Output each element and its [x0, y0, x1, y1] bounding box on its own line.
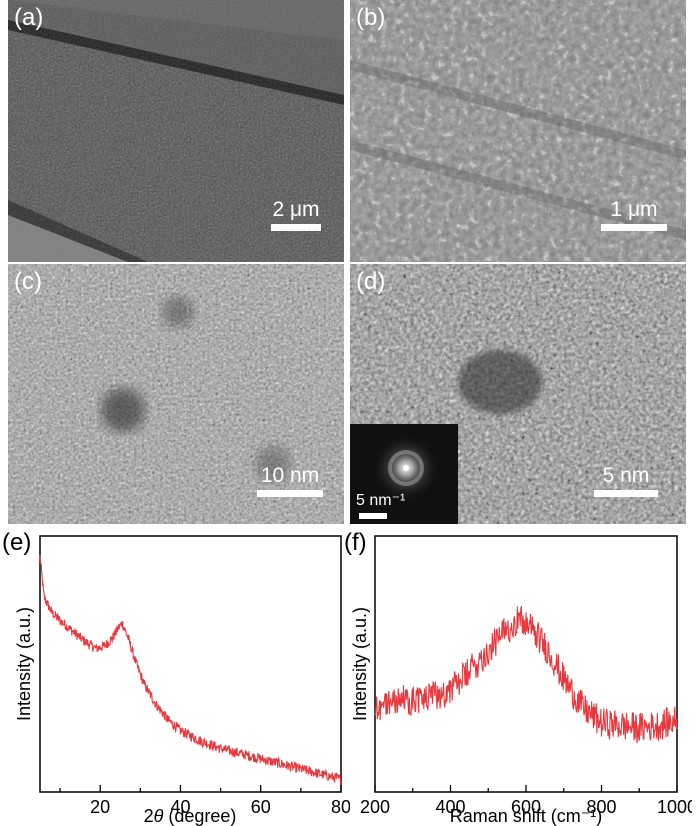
panel-a-sem-image: (a) 2 μm	[8, 0, 344, 262]
xrd-chart: (e) 20 40 60 80 Intensity (a.u.) 2θ (degree…	[2, 529, 350, 826]
fft-scale-text: 5 nm⁻¹	[356, 492, 406, 509]
raman-x-ticks: 200 400 600 800 1000	[360, 785, 692, 817]
raman-x-tick-label: 1000	[657, 797, 692, 817]
xrd-x-axis-label: 2θ (degree)	[144, 806, 237, 826]
xrd-plot-frame	[39, 535, 342, 793]
panel-e-label: (e)	[2, 529, 31, 556]
panel-f-label: (f)	[344, 529, 367, 556]
xrd-x-tick-label: 20	[90, 797, 110, 817]
panel-d-scale-bar: 5 nm	[586, 464, 666, 497]
raman-x-tick-label: 400	[435, 797, 465, 817]
raman-x-tick-label: 800	[586, 797, 616, 817]
panel-b-scale-bar: 1 μm	[596, 198, 672, 231]
xrd-y-axis-label: Intensity (a.u.)	[14, 607, 34, 721]
sem-texture-b	[350, 0, 686, 262]
panel-b-scale-text: 1 μm	[610, 198, 658, 221]
fft-scale-bar	[359, 513, 387, 519]
raman-x-tick-label: 600	[511, 797, 541, 817]
xrd-x-ticks: 20 40 60 80	[59, 785, 350, 817]
raman-line-path	[374, 605, 678, 743]
panel-b-sem-image: (b) 1 μm	[350, 0, 686, 262]
xrd-x-tick-label: 60	[251, 797, 271, 817]
panel-a-label: (a)	[14, 4, 44, 31]
xrd-series-line	[39, 554, 342, 785]
panel-c-scale-text: 10 nm	[260, 464, 320, 487]
panel-c-scale-bar: 10 nm	[248, 464, 332, 497]
raman-x-axis-label: Raman shift (cm⁻¹)	[450, 806, 603, 826]
panel-c-tem-image: (c) 10 nm	[8, 264, 344, 524]
panel-b-label: (b)	[356, 4, 386, 31]
raman-plot-frame	[374, 535, 678, 793]
tem-texture-c	[8, 264, 344, 524]
xrd-line-path	[39, 554, 342, 785]
raman-series-line	[374, 605, 678, 743]
raman-y-axis-label: Intensity (a.u.)	[350, 607, 370, 721]
sem-texture-a	[8, 0, 344, 262]
panel-a-scale-bar: 2 μm	[260, 198, 332, 231]
raman-x-tick-label: 200	[360, 797, 390, 817]
fft-inset: 5 nm⁻¹	[350, 424, 458, 524]
panel-d-scale-text: 5 nm	[602, 464, 650, 487]
panel-a-scale-text: 2 μm	[272, 198, 320, 221]
panel-c-label: (c)	[14, 268, 42, 295]
fft-pattern	[350, 424, 458, 524]
panel-d-label: (d)	[356, 268, 386, 295]
raman-chart: (f) 200 400 600 800 1000 Intensity (a.u.) Ra…	[344, 529, 692, 826]
xrd-x-tick-label: 80	[331, 797, 350, 817]
panel-d-hrtem-image: (d) 5 nm⁻¹ 5 nm	[350, 264, 686, 524]
xrd-x-tick-label: 40	[170, 797, 190, 817]
